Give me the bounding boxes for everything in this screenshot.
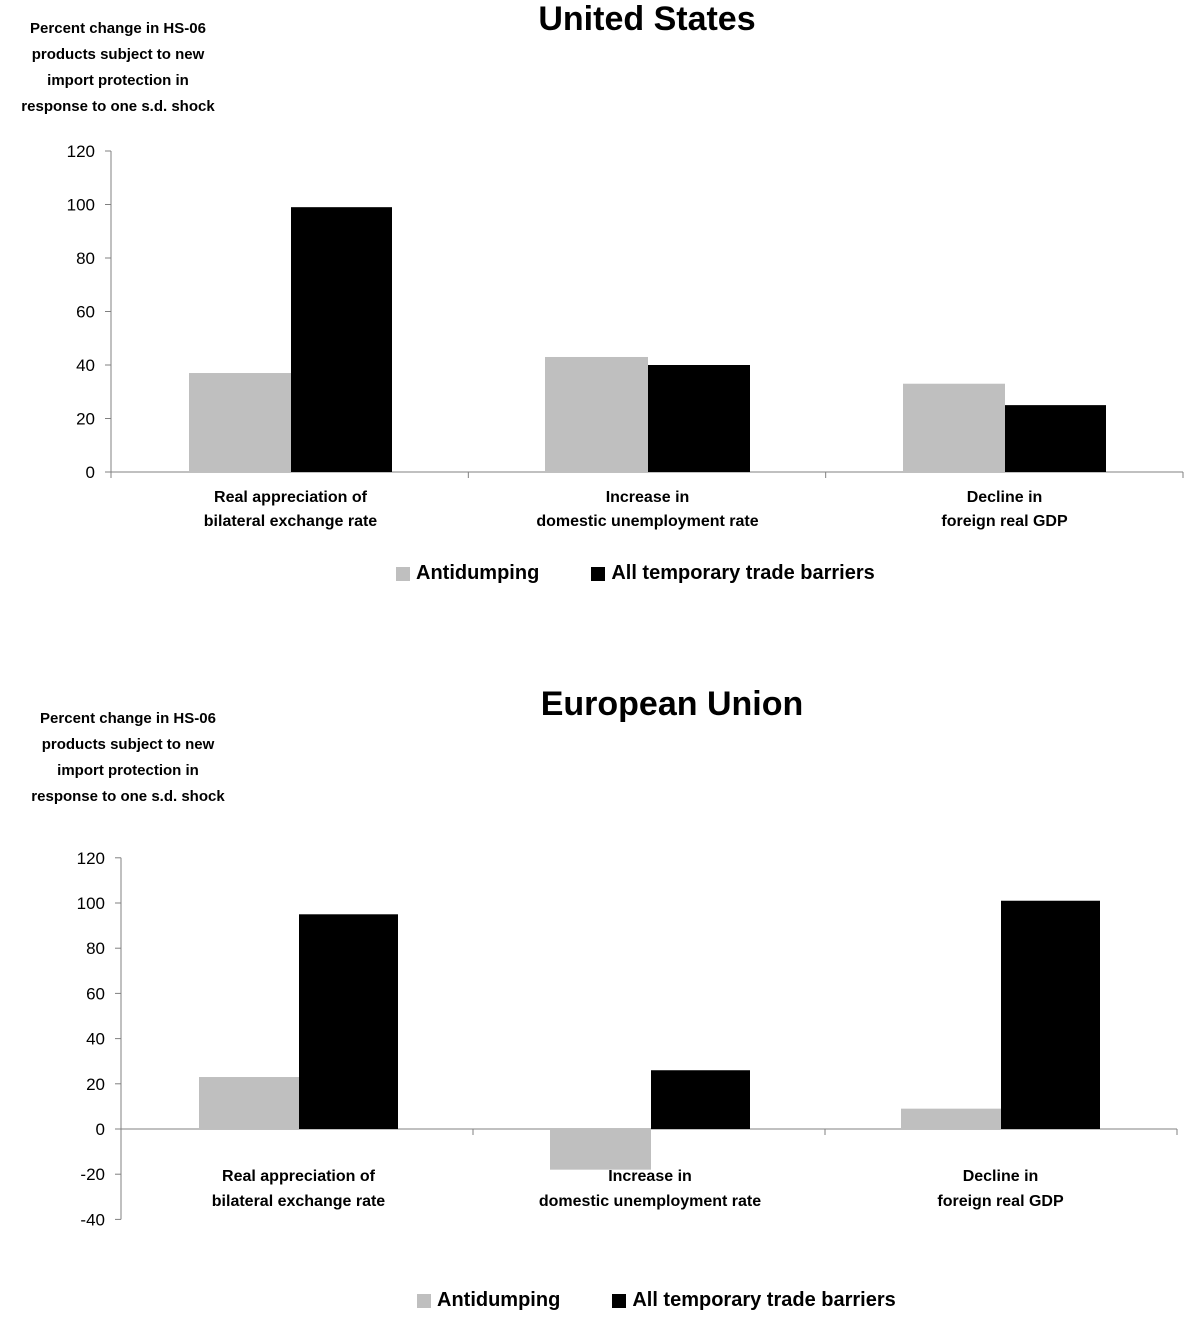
x-category-label: Increase in domestic unemployment rate [539,1168,761,1210]
legend: Antidumping All temporary trade barriers [417,1289,896,1312]
bar-all-temporary-trade-barriers-3 [1001,900,1100,1129]
legend-swatch-antidumping [417,1293,431,1308]
bar-all-temporary-trade-barriers-2 [648,365,750,472]
bar-antidumping-1 [189,373,291,472]
bar-antidumping-3 [903,383,1005,472]
chart-panel-united-states: United States Percent change in HS-06 pr… [0,0,1184,640]
y-tick-label: 120 [77,849,105,868]
y-tick-label: -40 [80,1210,105,1229]
plot-area: -40 -20 0 20 40 60 80 100 120 Real appreciation o… [77,849,1178,1229]
bar-all-temporary-trade-barriers-1 [291,207,392,473]
legend-item-antidumping: Antidumping [417,1289,560,1312]
bar-antidumping-1 [199,1077,299,1129]
chart-title: European Union [540,685,804,723]
y-tick-label: 100 [77,894,105,913]
y-axis-label: Percent change in HS-06 products subject… [21,20,215,115]
x-category-label: Real appreciation of bilateral exchange r… [204,489,378,530]
legend-swatch-antidumping [396,566,410,581]
chart-panel-european-union: European Union Percent change in HS-06 p… [0,680,1184,1317]
x-category-label: Real appreciation of bilateral exchange r… [212,1168,386,1210]
y-tick-label: 40 [86,1030,105,1049]
legend-swatch-all-ttb [591,566,606,581]
y-tick-label: 100 [67,196,95,215]
y-tick-label: 60 [86,984,105,1003]
y-tick-label: 60 [76,303,95,322]
legend-item-all-ttb: All temporary trade barriers [612,1289,896,1312]
bar-all-temporary-trade-barriers-1 [299,914,398,1129]
y-tick-label: 0 [86,463,95,482]
y-tick-label: 0 [96,1120,105,1139]
x-category-label: Increase in domestic unemployment rate [536,489,758,530]
legend: Antidumping All temporary trade barriers [396,562,875,585]
bar-antidumping-2 [550,1129,651,1170]
legend-label-antidumping: Antidumping [437,1289,561,1311]
x-category-label: Decline in foreign real GDP [941,489,1068,530]
bar-antidumping-3 [901,1108,1001,1129]
y-tick-label: 20 [76,410,95,429]
x-category-label: Decline in foreign real GDP [937,1168,1064,1210]
bar-antidumping-2 [545,356,648,472]
legend-label-all-ttb: All temporary trade barriers [632,1289,896,1311]
y-tick-label: -20 [80,1165,105,1184]
legend-item-antidumping: Antidumping [396,562,539,585]
legend-label-all-ttb: All temporary trade barriers [611,562,875,584]
legend-swatch-all-ttb [612,1293,627,1308]
bar-all-temporary-trade-barriers-3 [1005,405,1106,472]
y-tick-label: 40 [76,356,95,375]
y-axis-label: Percent change in HS-06 products subject… [31,710,225,805]
legend-item-all-ttb: All temporary trade barriers [591,562,875,585]
y-tick-label: 120 [67,142,95,161]
y-tick-label: 80 [76,249,95,268]
chart-title: United States [538,0,756,38]
y-tick-label: 80 [86,939,105,958]
plot-area: 0 20 40 60 80 100 120 Real appreciation of bilat… [67,142,1184,530]
y-tick-label: 20 [86,1075,105,1094]
bar-all-temporary-trade-barriers-2 [651,1070,750,1129]
legend-label-antidumping: Antidumping [416,562,540,584]
